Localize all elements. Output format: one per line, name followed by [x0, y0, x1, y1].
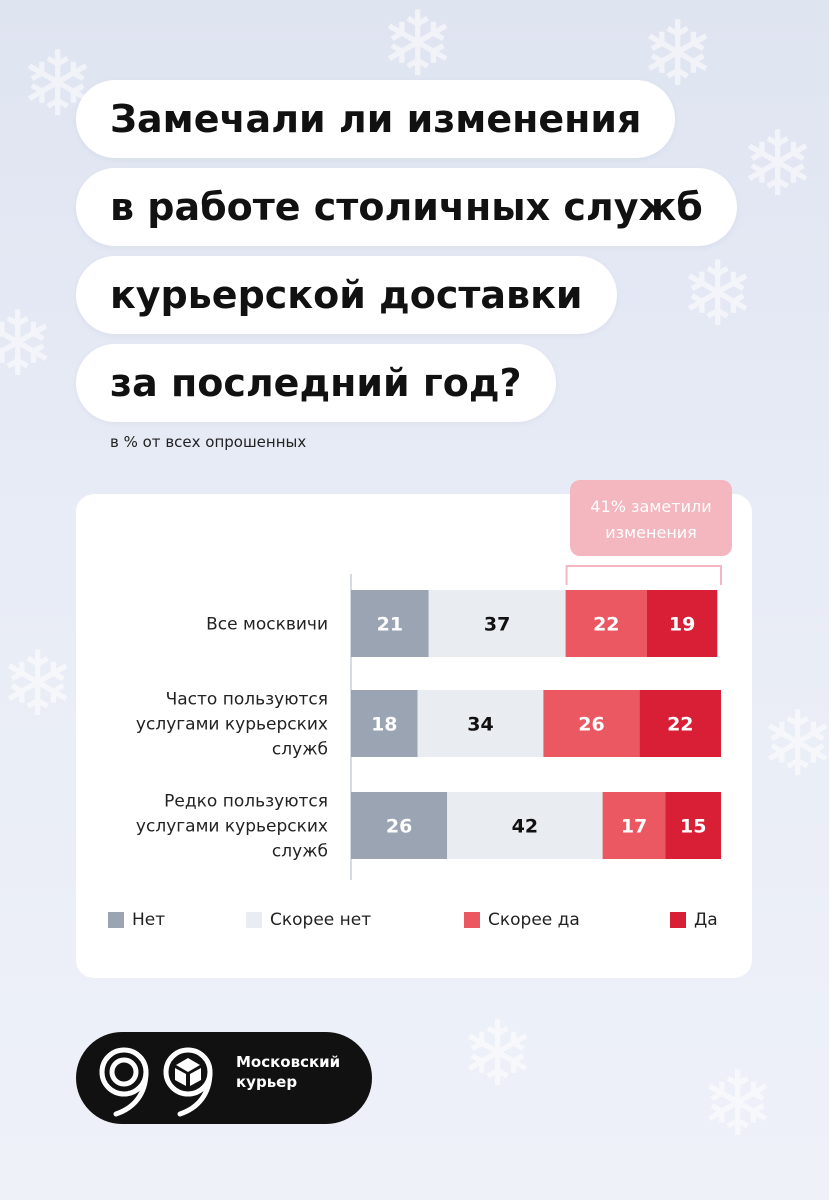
bar-segment-da — [647, 590, 718, 657]
legend-swatch-skoree-net — [246, 912, 262, 928]
callout-text-line-2: изменения — [605, 523, 697, 542]
snowflake-icon: ❄ — [0, 295, 56, 395]
data-label-skoree-net: 34 — [467, 714, 493, 736]
category-label: Редко пользуются — [164, 792, 328, 812]
data-label-net: 26 — [386, 816, 412, 838]
bar-segment-skoree-da — [565, 590, 647, 657]
bar-segment-skoree-net — [447, 792, 603, 859]
category-label: услугами курьерских — [136, 715, 328, 735]
legend-label-da: Да — [694, 910, 718, 930]
title-line-2: в работе столичных служб — [76, 168, 737, 246]
category-label: Все москвичи — [206, 615, 328, 635]
data-label-skoree-da: 17 — [621, 816, 647, 838]
logo-text: Московский курьер — [236, 1052, 366, 1092]
title-line-1: Замечали ли изменения — [76, 80, 676, 158]
snowflake-icon: ❄ — [0, 635, 76, 735]
bar-segment-net — [351, 590, 429, 657]
snowflake-icon: ❄ — [680, 245, 756, 345]
data-label-skoree-da: 26 — [578, 714, 604, 736]
legend-item-net: Нет — [108, 906, 165, 934]
snowflake-icon: ❄ — [700, 1055, 776, 1155]
logo-text-line-1: Московский — [236, 1053, 341, 1071]
data-label-da: 15 — [680, 816, 706, 838]
bar-segment-skoree-net — [428, 590, 566, 657]
callout-bracket — [565, 565, 722, 585]
callout-text-line-1: 41% заметили — [590, 497, 711, 516]
data-label-skoree-net: 37 — [484, 614, 510, 636]
title-line-3: курьерской доставки — [76, 256, 617, 334]
bar-segment-skoree-da — [543, 690, 640, 757]
legend-label-skoree-net: Скорее нет — [270, 910, 372, 930]
subtitle: в % от всех опрошенных — [110, 433, 307, 451]
data-label-net: 21 — [377, 614, 403, 636]
legend-item-skoree-da: Скорее да — [464, 906, 580, 934]
logo-icon — [99, 1047, 213, 1117]
data-label-da: 22 — [667, 714, 693, 736]
data-label-da: 19 — [669, 614, 695, 636]
data-label-skoree-da: 22 — [593, 614, 619, 636]
data-label-skoree-net: 42 — [512, 816, 538, 838]
logo-text-line-2: курьер — [236, 1073, 298, 1091]
legend-label-skoree-da: Скорее да — [488, 910, 580, 930]
data-label-net: 18 — [371, 714, 397, 736]
bar-segment-skoree-da — [602, 792, 666, 859]
stacked-bar-chart: 41% заметили изменения Все москвичи 21 37 22 1… — [136, 480, 732, 880]
category-label: услугами курьерских — [136, 817, 328, 837]
legend-swatch-net — [108, 912, 124, 928]
category-label: служб — [272, 740, 328, 760]
bar-segment-skoree-net — [417, 690, 544, 757]
bar-segment-da — [639, 690, 721, 757]
legend-swatch-da — [670, 912, 686, 928]
title-line-4: за последний год? — [76, 344, 556, 422]
logo-badge — [76, 1032, 372, 1124]
legend-item-da: Да — [670, 906, 718, 934]
legend-item-skoree-net: Скорее нет — [246, 906, 371, 934]
bar-segment-net — [351, 690, 418, 757]
bar-segment-net — [351, 792, 448, 859]
category-label: Часто пользуются — [166, 690, 328, 710]
category-label: служб — [272, 842, 328, 862]
legend-label-net: Нет — [132, 910, 166, 930]
snowflake-icon: ❄ — [460, 1005, 536, 1105]
snowflake-icon: ❄ — [760, 695, 829, 795]
legend-swatch-skoree-da — [464, 912, 480, 928]
callout-box — [570, 480, 732, 556]
bar-segment-da — [665, 792, 721, 859]
snowflake-icon: ❄ — [380, 0, 456, 95]
snowflake-icon: ❄ — [740, 115, 816, 215]
